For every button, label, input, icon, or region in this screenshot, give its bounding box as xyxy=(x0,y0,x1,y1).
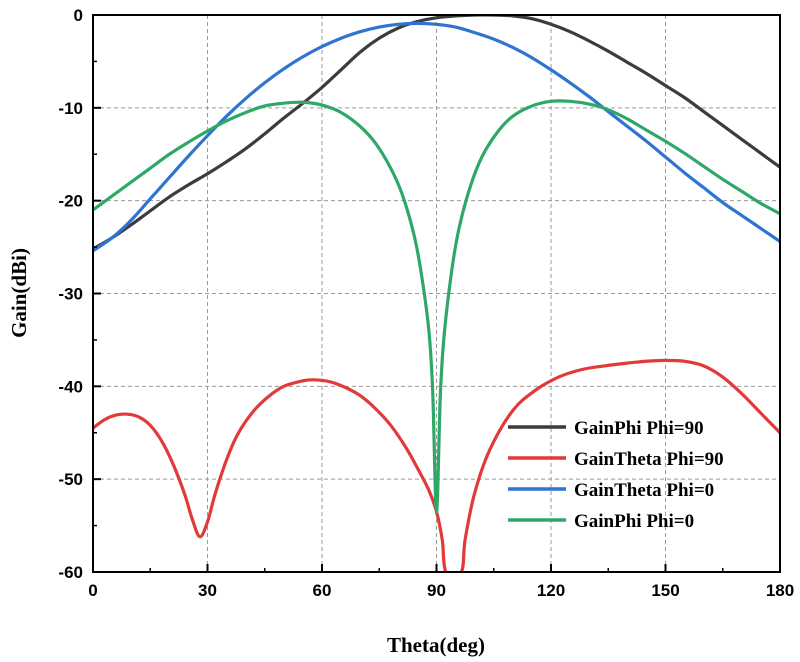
x-tick-label: 120 xyxy=(537,581,565,600)
x-tick-label: 150 xyxy=(651,581,679,600)
series-line-gainphi-phi-0 xyxy=(93,99,780,514)
legend: GainPhi Phi=90 GainTheta Phi=90 GainTheta … xyxy=(508,418,724,532)
x-axis-title: Theta(deg) xyxy=(387,633,485,657)
legend-label: GainTheta Phi=0 xyxy=(574,480,714,501)
ticks xyxy=(92,14,781,573)
y-tick-label: -20 xyxy=(58,192,83,211)
series-line-gaintheta-phi-0 xyxy=(93,21,780,253)
y-tick-label: -40 xyxy=(58,377,83,396)
legend-label: GainPhi Phi=0 xyxy=(574,511,694,532)
x-tick-label: 30 xyxy=(198,581,217,600)
x-tick-label: 60 xyxy=(313,581,332,600)
series-line-gainphi-phi-90 xyxy=(93,15,780,251)
series-line-gaintheta-phi-90 xyxy=(93,358,780,572)
y-tick-label: -60 xyxy=(58,563,83,582)
y-tick-label: -50 xyxy=(58,470,83,489)
x-tick-label: 90 xyxy=(427,581,446,600)
legend-label: GainPhi Phi=90 xyxy=(574,418,704,439)
series-layer xyxy=(93,15,780,572)
y-axis-title: Gain(dBi) xyxy=(7,248,31,338)
y-tick-label: -30 xyxy=(58,285,83,304)
tick-labels: 0 30 60 90 120 150 180 0 -10 -20 -30 -40 -50 -60 xyxy=(58,6,794,600)
x-tick-label: 180 xyxy=(766,581,794,600)
y-tick-label: 0 xyxy=(74,6,83,25)
legend-label: GainTheta Phi=90 xyxy=(574,449,724,470)
y-tick-label: -10 xyxy=(58,99,83,118)
x-tick-label: 0 xyxy=(88,581,97,600)
